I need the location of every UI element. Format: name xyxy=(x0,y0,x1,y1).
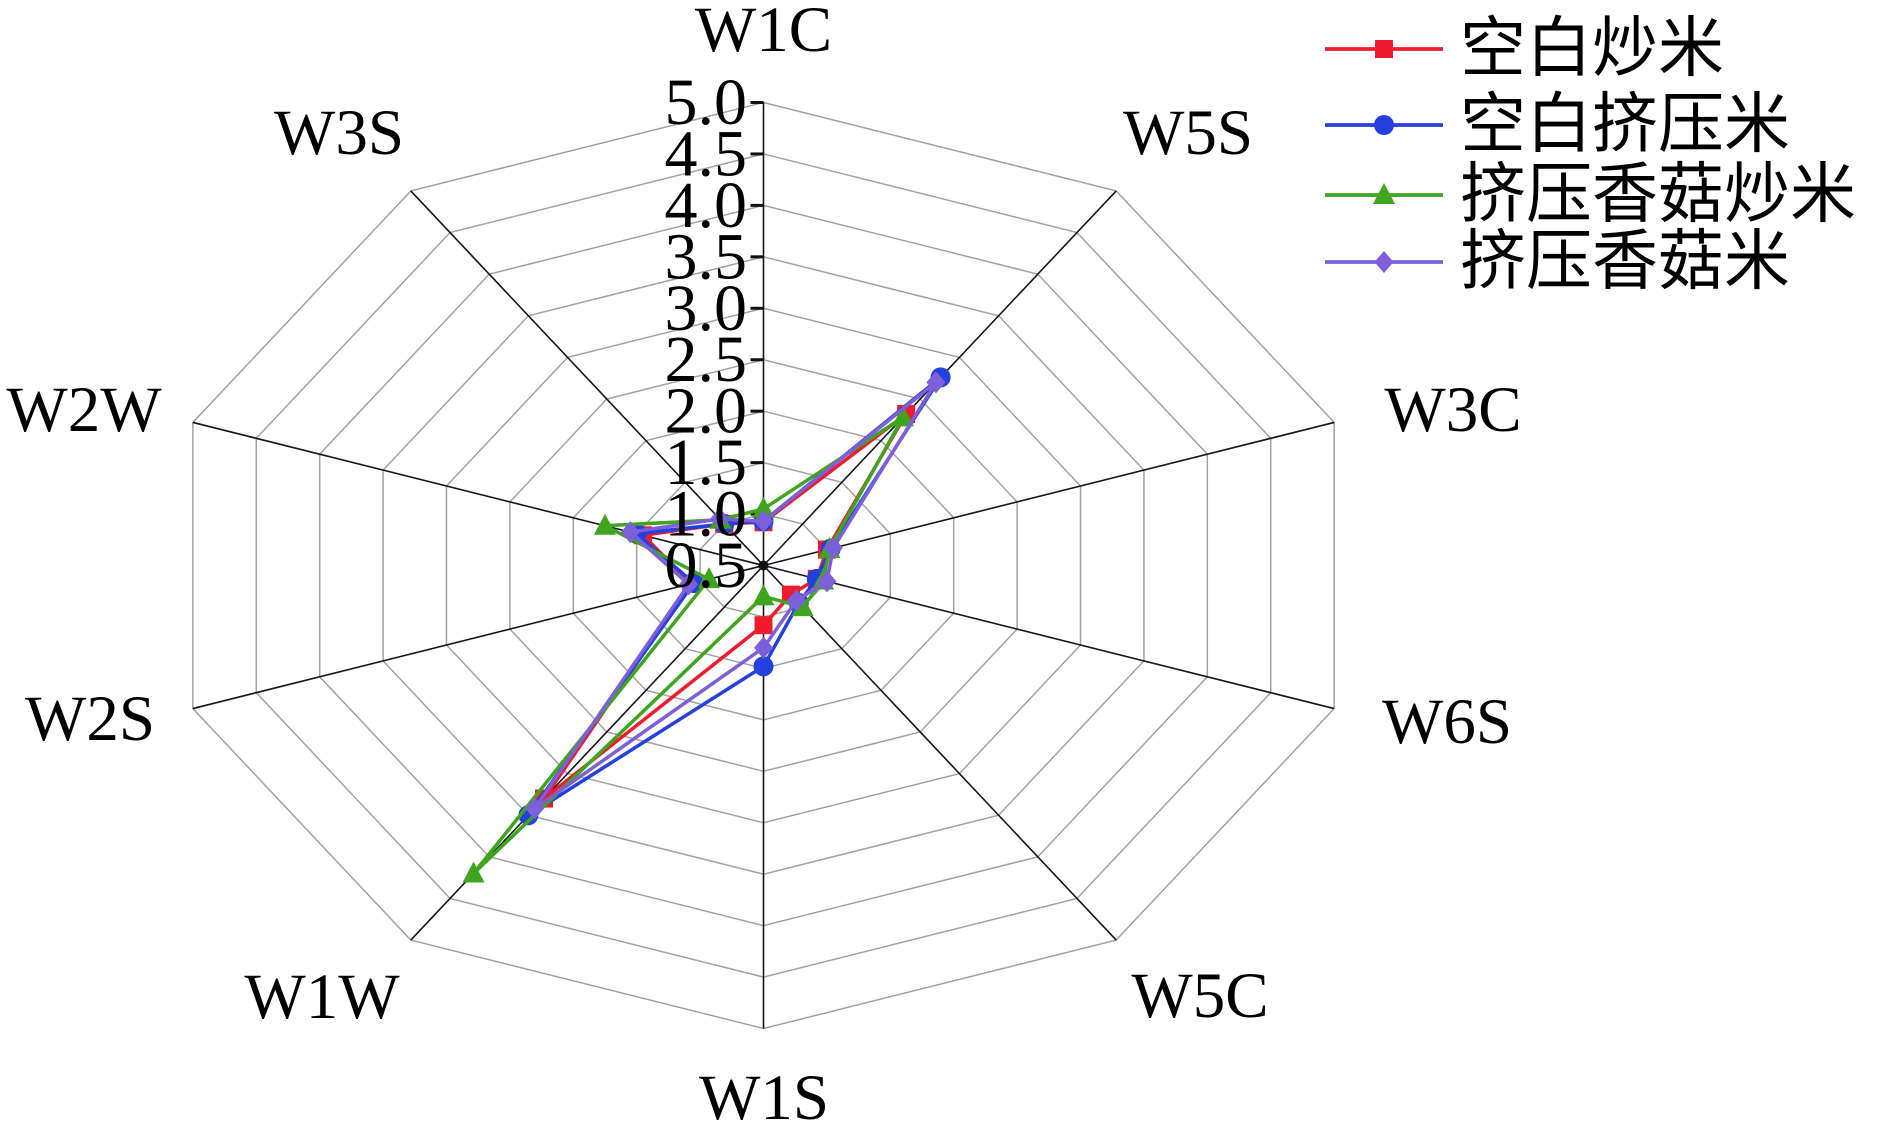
legend-label: 空白炒米 xyxy=(1460,13,1724,86)
radial-tick-label: 5.0 xyxy=(665,66,748,139)
axis-label-W5S: W5S xyxy=(1123,97,1253,169)
radial-tick-label: 2.5 xyxy=(665,323,748,396)
axis-spoke xyxy=(410,190,765,567)
diamond-marker xyxy=(926,371,946,394)
triangle-marker xyxy=(697,567,720,589)
radial-tick-label: 3.0 xyxy=(665,272,748,345)
diamond-marker xyxy=(786,589,806,612)
axis-label-W5C: W5C xyxy=(1131,960,1268,1032)
radial-tick-label: 4.0 xyxy=(665,169,748,242)
axis-label-W1C: W1C xyxy=(695,0,832,66)
legend-label: 挤压香菇炒米 xyxy=(1460,159,1856,232)
axis-label-W1W: W1W xyxy=(244,961,400,1033)
axis-spoke xyxy=(192,564,764,710)
triangle-marker xyxy=(593,513,616,535)
triangle-marker xyxy=(462,861,485,883)
axis-label-W2S: W2S xyxy=(25,683,155,755)
axis-spoke xyxy=(762,564,1117,941)
diamond-marker xyxy=(679,573,699,596)
axis-label-W6S: W6S xyxy=(1382,686,1512,758)
circle-marker xyxy=(753,656,774,677)
circle-marker xyxy=(1374,115,1394,135)
legend-label: 挤压香菇米 xyxy=(1460,226,1790,299)
triangle-marker xyxy=(892,405,915,427)
axis-spoke xyxy=(763,564,1335,710)
axis-spoke xyxy=(763,421,1335,567)
triangle-marker xyxy=(791,595,814,617)
square-marker xyxy=(754,616,773,635)
axis-label-W2W: W2W xyxy=(6,374,162,446)
diamond-marker xyxy=(754,510,773,533)
axis-label-W1S: W1S xyxy=(699,1062,829,1134)
triangle-marker xyxy=(752,584,775,606)
radial-tick-label: 1.5 xyxy=(665,426,748,499)
diamond-marker xyxy=(525,797,545,820)
legend-label: 空白挤压米 xyxy=(1460,89,1790,162)
radial-tick-label: 2.0 xyxy=(665,375,748,448)
radial-tick-label: 0.5 xyxy=(665,529,748,602)
diamond-marker xyxy=(620,521,640,544)
axis-label-W3C: W3C xyxy=(1384,374,1521,446)
center-dot xyxy=(758,560,769,571)
axis-spoke xyxy=(192,421,764,567)
radial-tick-label: 3.5 xyxy=(665,220,748,293)
axis-label-W3S: W3S xyxy=(274,97,404,169)
diamond-marker xyxy=(1374,251,1394,273)
square-marker xyxy=(1375,40,1393,58)
diamond-marker xyxy=(710,507,730,530)
diamond-marker xyxy=(817,570,837,593)
triangle-marker xyxy=(1373,183,1395,204)
triangle-marker xyxy=(752,496,775,518)
diamond-marker xyxy=(823,537,843,560)
diamond-marker xyxy=(754,636,773,659)
axis-spoke xyxy=(410,564,765,941)
radial-tick-label: 4.5 xyxy=(665,117,748,190)
radial-tick-label: 1.0 xyxy=(665,478,748,551)
